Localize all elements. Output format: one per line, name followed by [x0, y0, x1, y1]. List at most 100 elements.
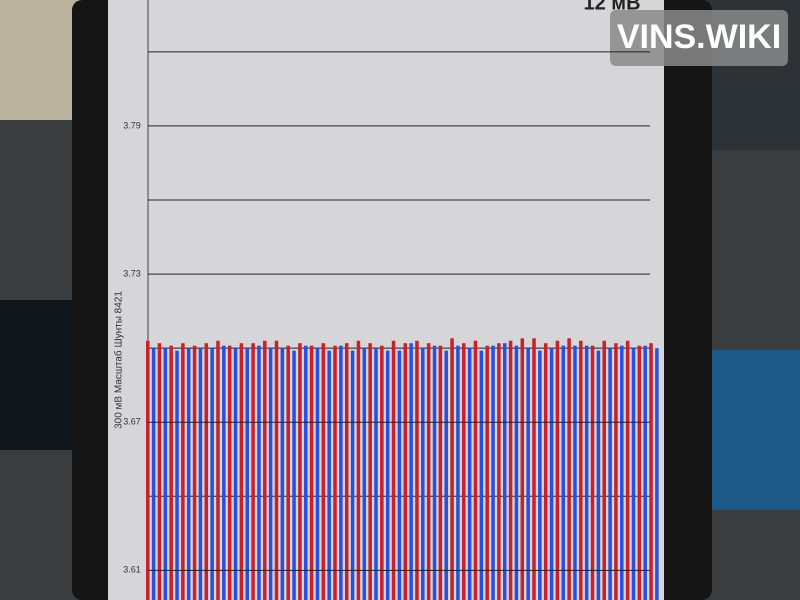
bar [620, 345, 624, 600]
bar [315, 348, 320, 600]
bar [181, 343, 185, 600]
bar [356, 340, 361, 600]
y-tick-label: 3.67 [123, 417, 141, 427]
bar [526, 348, 530, 600]
bar [146, 340, 150, 600]
bar [438, 345, 443, 600]
bar [649, 343, 653, 600]
bar [549, 348, 554, 600]
bar [298, 343, 302, 600]
bar [573, 345, 577, 600]
bar [614, 343, 618, 600]
grid [148, 51, 650, 497]
bar [333, 345, 337, 600]
bar [543, 343, 548, 600]
car-display [712, 350, 800, 510]
axis-note: 300 мВ Масштаб Шунты 8421 [113, 291, 125, 429]
bar [555, 340, 560, 600]
y-tick-label: 3.73 [123, 268, 141, 278]
bar [210, 348, 214, 600]
bar [485, 345, 489, 600]
bars [146, 338, 659, 600]
bar [625, 340, 630, 600]
bar [274, 340, 279, 600]
y-tick-label: 3.79 [123, 120, 141, 130]
bar [368, 343, 372, 600]
bar [520, 338, 525, 600]
bar [421, 348, 425, 600]
bar [538, 350, 542, 600]
bar [532, 338, 536, 600]
bar [280, 348, 285, 600]
bar [239, 343, 244, 600]
bar [584, 345, 589, 600]
bar [286, 345, 290, 600]
bar [403, 343, 408, 600]
bar [426, 343, 431, 600]
bar [186, 348, 191, 600]
bar [655, 348, 659, 600]
bar [263, 340, 267, 600]
bar [245, 348, 249, 600]
bar [257, 345, 261, 600]
bar [304, 345, 308, 600]
bar [579, 340, 583, 600]
bar [216, 340, 220, 600]
bar [339, 345, 343, 600]
bar [502, 343, 507, 600]
bar [567, 338, 571, 600]
bar [508, 340, 513, 600]
bar [631, 348, 636, 600]
bar [491, 345, 495, 600]
bar [198, 348, 203, 600]
bar [374, 348, 378, 600]
bar [432, 345, 437, 600]
bar [415, 340, 419, 600]
bar [467, 348, 472, 600]
bar [450, 338, 454, 600]
bar [561, 345, 566, 600]
watermark-box [610, 10, 788, 66]
cluster [0, 300, 75, 450]
bar [204, 343, 209, 600]
bar [309, 345, 314, 600]
bar [473, 340, 478, 600]
bar [321, 343, 326, 600]
bar [233, 348, 238, 600]
bar [596, 350, 601, 600]
bar [268, 348, 273, 600]
y-tick-label: 3.61 [123, 565, 141, 575]
bar [602, 340, 606, 600]
bar [637, 345, 642, 600]
bar [350, 350, 355, 600]
bar [327, 350, 331, 600]
bar [292, 350, 296, 600]
bar [391, 340, 396, 600]
bar [643, 345, 647, 600]
watermark: VINS.WIKI [617, 18, 781, 56]
bar [497, 343, 501, 600]
bar [362, 348, 367, 600]
bar [479, 350, 484, 600]
bar [462, 343, 466, 600]
bar [608, 348, 612, 600]
bar [163, 348, 168, 600]
bar [157, 343, 162, 600]
bar [251, 343, 255, 600]
bar [514, 345, 519, 600]
bar [444, 350, 448, 600]
bar [456, 345, 460, 600]
bar [175, 350, 179, 600]
bar [380, 345, 384, 600]
bar [397, 350, 402, 600]
bar [344, 343, 349, 600]
bar [151, 348, 156, 600]
bar [385, 350, 390, 600]
bar [222, 345, 226, 600]
bar [192, 345, 197, 600]
bar [409, 343, 413, 600]
bar [590, 345, 595, 600]
bar [227, 345, 232, 600]
bar [169, 345, 173, 600]
